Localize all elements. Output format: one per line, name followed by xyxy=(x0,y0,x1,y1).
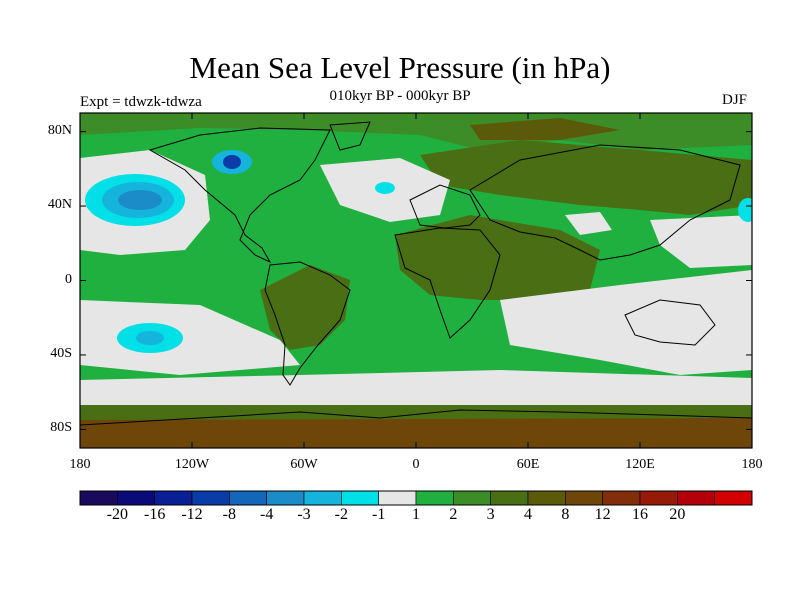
colorbar-swatch xyxy=(154,490,193,506)
colorbar-swatch xyxy=(453,490,491,506)
season-label: DJF xyxy=(722,92,748,108)
y-tick-label: 80N xyxy=(47,122,72,138)
colorbar-swatch xyxy=(303,490,342,506)
map-title: Mean Sea Level Pressure (in hPa) xyxy=(189,50,611,85)
field-tibet-grey xyxy=(565,212,612,235)
y-tick-label: 40N xyxy=(47,197,72,213)
colorbar-swatch xyxy=(378,490,417,506)
coast-north-america xyxy=(148,127,331,264)
low-west-pacific-edge xyxy=(738,198,752,222)
colorbar xyxy=(79,490,753,506)
field-africa-asia xyxy=(395,215,600,300)
axis-ticks xyxy=(79,113,753,448)
field-arctic-band xyxy=(80,113,752,150)
colorbar-swatch xyxy=(639,490,678,506)
coast-africa xyxy=(394,227,501,339)
colorbar-label: -8 xyxy=(222,506,236,523)
coast-south-america xyxy=(264,261,351,386)
low-south-pacific-2 xyxy=(136,331,164,345)
pressure-field xyxy=(80,113,752,448)
low-atlantic xyxy=(375,182,395,194)
low-north-pacific-3 xyxy=(118,190,162,210)
x-tick-label: 180 xyxy=(741,457,763,472)
colorbar-frame xyxy=(79,490,753,506)
colorbar-label: -2 xyxy=(334,506,348,523)
coast-europe xyxy=(409,184,481,229)
colorbar-label: -16 xyxy=(143,506,166,523)
colorbar-swatch xyxy=(714,490,753,506)
colorbar-swatch xyxy=(266,490,305,506)
low-canada-2 xyxy=(223,155,241,169)
field-eurasia xyxy=(420,140,752,215)
colorbar-swatch xyxy=(602,490,641,506)
coast-antarctica xyxy=(80,409,752,426)
field-antarctica xyxy=(80,418,752,448)
colorbar-label: -1 xyxy=(371,506,386,523)
y-tick-label: 80S xyxy=(50,420,72,436)
y-tick-label: 40S xyxy=(50,345,72,361)
colorbar-label: -12 xyxy=(181,506,203,523)
colorbar-swatch xyxy=(677,490,715,506)
experiment-label: Expt = tdwzk-tdwza xyxy=(80,94,202,110)
colorbar-swatch xyxy=(527,490,566,506)
colorbar-label: 16 xyxy=(632,506,648,523)
x-tick-label: 60E xyxy=(516,457,540,472)
field-south-pacific-grey xyxy=(80,300,300,375)
colorbar-label: -4 xyxy=(259,506,274,523)
colorbar-swatch xyxy=(79,490,118,506)
field-indian-ocean-grey xyxy=(500,270,752,375)
colorbar-label: 20 xyxy=(669,506,686,523)
coast-asia xyxy=(469,144,741,261)
colorbar-label: -3 xyxy=(297,506,311,523)
colorbar-label: 8 xyxy=(561,506,570,523)
colorbar-label: 4 xyxy=(524,506,532,523)
colorbar-swatch xyxy=(565,490,603,506)
field-southern-ocean-grey xyxy=(80,370,752,405)
x-tick-label: 180 xyxy=(69,457,91,472)
colorbar-label: 2 xyxy=(449,506,458,523)
field-west-pacific-grey xyxy=(650,215,752,268)
colorbar-label: 1 xyxy=(412,506,420,523)
x-tick-label: 60W xyxy=(290,457,318,472)
x-tick-label: 120W xyxy=(174,457,210,472)
coast-australia xyxy=(624,299,716,346)
colorbar-swatch xyxy=(229,490,267,506)
colorbar-label: 3 xyxy=(486,506,495,523)
field-south-america xyxy=(260,265,350,350)
colorbar-swatch xyxy=(341,490,379,506)
colorbar-swatch xyxy=(117,490,155,506)
colorbar-swatch xyxy=(191,490,230,506)
colorbar-label: -20 xyxy=(106,506,128,523)
colorbar-swatch xyxy=(415,490,454,506)
y-tick-label: 0 xyxy=(65,271,72,287)
coastlines xyxy=(80,121,752,426)
x-tick-label: 120E xyxy=(625,457,655,472)
field-siberia xyxy=(470,118,620,140)
x-tick-label: 0 xyxy=(412,457,420,472)
coast-greenland xyxy=(329,121,371,151)
colorbar-label: 12 xyxy=(594,506,611,523)
colorbar-swatch xyxy=(490,490,529,506)
map-subtitle: 010kyr BP - 000kyr BP xyxy=(329,88,471,104)
